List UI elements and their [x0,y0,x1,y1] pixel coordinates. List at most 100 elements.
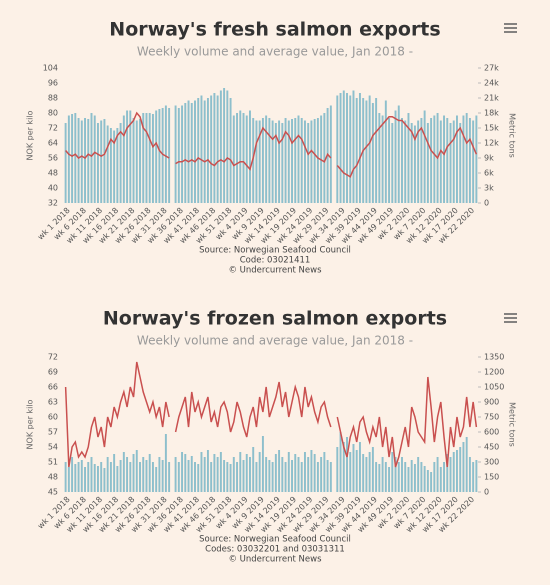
bar [452,120,455,203]
y2-tick-label: 750 [484,413,499,422]
bar [226,462,229,492]
bar [413,464,416,492]
bar [139,119,141,203]
bar [294,454,297,492]
bar [368,452,371,492]
bar [255,120,258,203]
bar [407,113,410,203]
bar [300,462,303,492]
bar [258,452,261,492]
bar [139,462,141,492]
y-tick-label: 88 [48,94,58,103]
bar [122,452,125,492]
bar [462,442,465,492]
y-tick-label: 60 [48,413,58,422]
bar [271,462,274,492]
bar [449,123,452,203]
menu-icon[interactable] [504,313,517,323]
bar [358,93,361,203]
chart-title: Norway's fresh salmon exports [109,19,440,41]
y-tick-label: 72 [48,124,58,133]
bar [158,109,161,203]
bar [465,437,468,492]
bar [67,467,70,492]
y2-tick-label: 0 [484,199,489,208]
bar [456,115,458,203]
bar [252,447,255,492]
bar [67,115,70,203]
bar [80,120,83,203]
y2-tick-label: 1050 [484,383,504,392]
y2-tick-label: 1200 [484,368,504,377]
bar [452,452,455,492]
bar [433,115,436,203]
bar [232,115,235,203]
chart-subtitle: Weekly volume and average value, Jan 201… [137,45,413,59]
bar [355,98,358,203]
bar [96,466,99,492]
bar [216,457,219,492]
bar [242,460,245,492]
bar [459,447,462,492]
bar [93,115,96,203]
bar [236,113,239,203]
bar [307,123,310,203]
bar [433,462,436,492]
y-tick-label: 56 [48,154,58,163]
y2-tick-label: 600 [484,428,499,437]
bar [456,450,458,492]
bar [323,452,326,492]
bar [420,462,423,492]
bar [219,90,222,203]
y-tick-label: 96 [48,79,58,88]
bar [371,103,374,203]
bar [100,462,103,492]
bar [310,450,313,492]
bar [410,460,413,492]
bar [239,452,242,492]
bar [206,450,209,492]
bar [74,113,77,203]
bar [426,123,429,203]
source-note: Source: Norwegian Seafood Council [199,246,351,256]
bar [210,95,213,203]
bar [446,118,449,203]
source-note: Code: 03021411 [240,256,311,266]
bar [443,115,446,203]
y-tick-label: 40 [48,184,58,193]
bar [320,457,323,492]
y-tick-label: 80 [48,109,58,118]
y-tick-label: 54 [48,443,58,452]
bar [336,95,339,203]
bar [261,118,264,203]
bar [249,110,251,203]
y-tick-label: 32 [48,199,58,208]
bar [239,110,242,203]
y2-tick-label: 24k [484,79,499,88]
y-tick-label: 45 [48,488,58,497]
y2-tick-label: 21k [484,94,499,103]
bar [90,457,93,492]
bar [190,103,193,203]
bar [135,450,138,492]
bar [401,118,403,203]
bar [310,120,313,203]
bar [439,467,442,492]
bar [316,118,319,203]
menu-icon[interactable] [504,23,517,33]
bar [200,95,203,203]
bar [184,454,187,492]
bar [129,110,132,203]
bar [90,113,93,203]
bar [278,120,281,203]
bar [274,454,277,492]
bar [410,123,413,203]
y2-tick-label: 1350 [484,353,504,362]
bar [148,454,151,492]
bar [113,130,116,203]
bar [122,115,125,203]
bar [265,457,268,492]
chart-subtitle: Weekly volume and average value, Jan 201… [137,334,413,348]
bar [84,467,86,492]
bar [388,118,391,203]
